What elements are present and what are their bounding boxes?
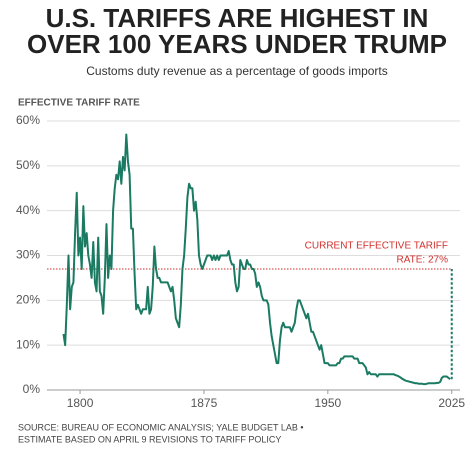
y-axis-label: EFFECTIVE TARIFF RATE <box>18 98 140 109</box>
y-tick-label: 40% <box>16 203 40 217</box>
y-tick-label: 30% <box>16 248 40 262</box>
line <box>62 133 451 386</box>
x-tick-label: 1950 <box>314 396 341 410</box>
chart-title: OVER 100 YEARS UNDER TRUMP <box>27 29 447 59</box>
annotation: CURRENT EFFECTIVE TARIFF <box>305 241 448 252</box>
y-tick-label: 0% <box>23 382 41 396</box>
x-tick-label: 1875 <box>191 396 218 410</box>
x-tick-label: 2025 <box>438 396 465 410</box>
chart-subtitle: Customs duty revenue as a percentage of … <box>86 64 388 78</box>
y-tick-label: 10% <box>16 337 40 351</box>
chart-title: U.S. TARIFFS ARE HIGHEST IN <box>46 3 429 33</box>
y-tick-label: 60% <box>16 113 40 127</box>
y-tick-label: 20% <box>16 293 40 307</box>
annotation: RATE: 27% <box>397 255 449 266</box>
x-tick-label: 1800 <box>67 396 94 410</box>
source: SOURCE: BUREAU OF ECONOMIC ANALYSIS; YAL… <box>18 422 304 432</box>
source: ESTIMATE BASED ON APRIL 9 REVISIONS TO T… <box>18 434 281 444</box>
y-tick-label: 50% <box>16 158 40 172</box>
